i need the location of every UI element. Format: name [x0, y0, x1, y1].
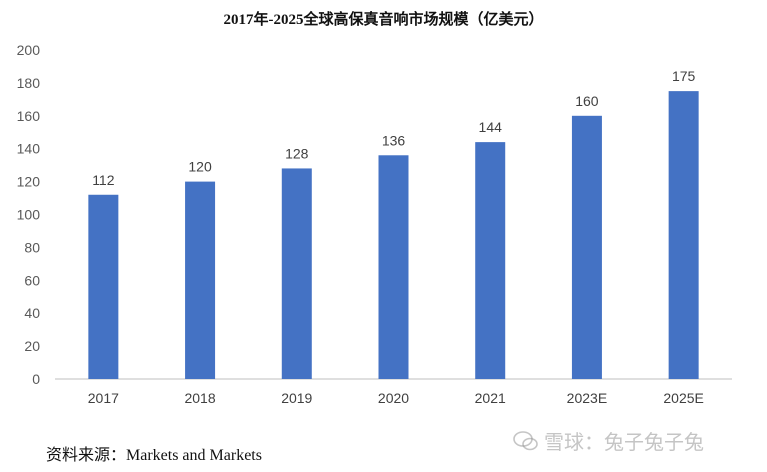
bar — [571, 115, 602, 380]
chart-title: 2017年-2025全球高保真音响市场规模（亿美元） — [223, 12, 544, 28]
x-tick-label: 2017 — [88, 390, 119, 406]
y-tick-label: 60 — [24, 272, 40, 288]
bar — [185, 181, 216, 379]
data-label: 144 — [479, 119, 503, 135]
bar — [281, 168, 312, 379]
y-tick-label: 80 — [24, 239, 40, 255]
y-tick-label: 20 — [24, 338, 40, 354]
data-label: 136 — [382, 132, 406, 148]
watermark: 雪球：兔子兔子兔 — [512, 426, 704, 455]
source-note: 资料来源：Markets and Markets — [46, 447, 262, 464]
y-tick-label: 100 — [17, 207, 41, 223]
y-tick-label: 120 — [17, 174, 41, 190]
data-label: 128 — [285, 145, 309, 161]
data-label: 160 — [575, 93, 599, 109]
chat-bubble-icon — [513, 430, 538, 450]
x-tick-label: 2020 — [378, 390, 409, 406]
y-tick-label: 200 — [17, 42, 41, 58]
y-tick-label: 140 — [17, 141, 41, 157]
x-tick-label: 2019 — [281, 390, 312, 406]
y-tick-label: 40 — [24, 305, 40, 321]
x-tick-label: 2023E — [567, 390, 607, 406]
watermark-text: 雪球：兔子兔子兔 — [544, 432, 704, 454]
data-label: 120 — [188, 159, 212, 175]
x-tick-label: 2025E — [663, 390, 703, 406]
bar — [668, 91, 699, 379]
bar — [475, 142, 506, 379]
x-tick-label: 2018 — [184, 390, 215, 406]
y-tick-label: 0 — [32, 371, 40, 387]
x-tick-label: 2021 — [475, 390, 506, 406]
y-tick-label: 160 — [17, 108, 41, 124]
y-tick-label: 180 — [17, 75, 41, 91]
data-label: 175 — [672, 68, 696, 84]
data-label: 112 — [92, 172, 115, 188]
bar — [378, 155, 409, 379]
bar — [88, 194, 119, 379]
